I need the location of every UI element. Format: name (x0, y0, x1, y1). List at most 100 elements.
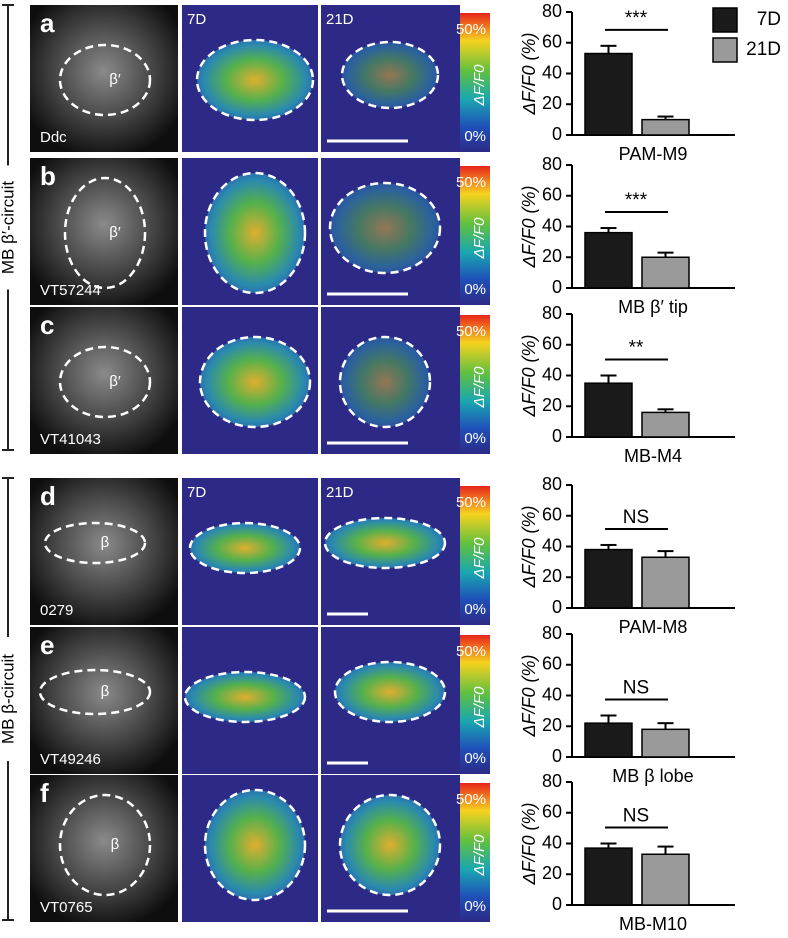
roi-outline (203, 788, 307, 902)
x-axis-label: MB β lobe (612, 766, 693, 786)
y-axis-label: ΔF/F0 (%) (519, 334, 539, 417)
scale-min: 0% (464, 281, 486, 298)
activity-blob (330, 183, 440, 273)
legend-swatch (712, 7, 738, 33)
group-label: MB β′-circuit (0, 181, 17, 275)
colorbar (460, 315, 490, 454)
bar (584, 52, 633, 136)
y-tick-label: 40 (542, 364, 562, 384)
panel-letter: d (40, 481, 56, 511)
y-tick-label: 20 (542, 246, 562, 266)
x-axis-label: MB-M4 (624, 446, 682, 466)
line-name: VT0765 (40, 899, 93, 916)
y-axis-label: ΔF/F0 (%) (519, 505, 539, 588)
y-tick-label: 40 (542, 62, 562, 82)
roi-outline (58, 793, 152, 897)
y-tick-label: 20 (542, 93, 562, 113)
bar (641, 118, 690, 136)
region-label: β′ (109, 224, 121, 241)
roi-outline (323, 516, 447, 570)
y-tick-label: 60 (542, 185, 562, 205)
bar (641, 853, 690, 906)
scale-min: 0% (464, 430, 486, 447)
significance-label: *** (625, 8, 648, 29)
scale-label: ΔF/F0 (471, 64, 488, 107)
activity-blob (197, 40, 313, 120)
raw-image (30, 5, 178, 152)
scale-min: 0% (464, 601, 486, 618)
raw-image (30, 158, 178, 305)
y-tick-label: 60 (542, 334, 562, 354)
y-tick-label: 40 (542, 684, 562, 704)
region-label: β (101, 534, 110, 551)
line-name: 0279 (40, 602, 73, 619)
scale-max: 50% (456, 174, 486, 191)
significance-label: NS (623, 507, 649, 528)
roi-outline (203, 171, 307, 295)
region-label: β (111, 836, 120, 853)
y-tick-label: 60 (542, 32, 562, 52)
y-tick-label: 0 (552, 124, 562, 144)
region-label: β (101, 683, 110, 700)
panel-letter: a (40, 8, 55, 38)
raw-image (30, 307, 178, 454)
y-axis-label: ΔF/F0 (%) (519, 185, 539, 268)
region-label: β′ (109, 71, 121, 88)
condition-label: 21D (326, 484, 354, 501)
condition-label: 21D (326, 11, 354, 28)
bar (641, 411, 690, 438)
bar (584, 847, 633, 906)
y-tick-label: 80 (542, 1, 562, 21)
y-tick-label: 80 (542, 771, 562, 791)
y-tick-label: 80 (542, 154, 562, 174)
y-tick-label: 60 (542, 802, 562, 822)
bar (584, 548, 633, 609)
activity-blob (190, 523, 300, 573)
activity-blob (342, 42, 438, 108)
colorbar (460, 783, 490, 922)
raw-image (30, 478, 178, 625)
y-axis-label: ΔF/F0 (%) (519, 32, 539, 115)
activity-blob (205, 790, 305, 900)
activity-blob (340, 795, 440, 895)
roi-outline (195, 38, 315, 122)
significance-label: NS (623, 678, 649, 699)
panel-letter: b (40, 161, 56, 191)
group-gap (0, 165, 18, 290)
panel-letter: f (40, 778, 49, 808)
x-axis-label: PAM-M9 (619, 144, 688, 164)
y-tick-label: 60 (542, 654, 562, 674)
y-tick-label: 40 (542, 215, 562, 235)
roi-outline (198, 335, 312, 429)
panel-letter: c (40, 310, 54, 340)
bar (584, 231, 633, 289)
y-tick-label: 0 (552, 426, 562, 446)
roi-outline (43, 521, 147, 565)
colorbar (460, 486, 490, 625)
y-tick-label: 0 (552, 746, 562, 766)
significance-label: *** (625, 190, 648, 211)
roi-outline (328, 181, 442, 275)
region-label: β′ (109, 373, 121, 390)
activity-blob (340, 337, 430, 427)
scale-min: 0% (464, 750, 486, 767)
y-tick-label: 20 (542, 395, 562, 415)
roi-outline (338, 793, 442, 897)
significance-label: ** (629, 338, 644, 359)
activity-blob (335, 662, 445, 722)
roi-outline (63, 176, 147, 290)
scale-min: 0% (464, 128, 486, 145)
roi-outline (58, 345, 152, 419)
activity-blob (185, 672, 305, 722)
y-tick-label: 80 (542, 474, 562, 494)
scale-label: ΔF/F0 (471, 537, 488, 580)
roi-outline (188, 521, 302, 575)
y-tick-label: 40 (542, 832, 562, 852)
scale-label: ΔF/F0 (471, 366, 488, 409)
y-tick-label: 40 (542, 535, 562, 555)
x-axis-label: PAM-M8 (619, 617, 688, 637)
y-tick-label: 20 (542, 566, 562, 586)
scale-label: ΔF/F0 (471, 834, 488, 877)
line-name: VT49246 (40, 751, 101, 768)
